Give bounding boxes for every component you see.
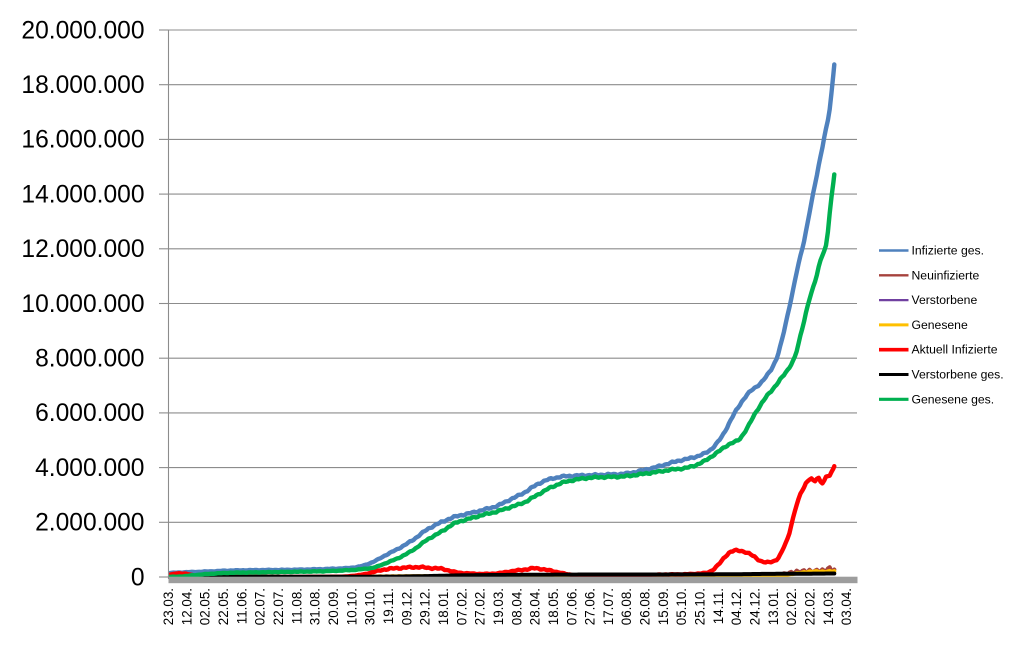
svg-text:Neuinfizierte: Neuinfizierte: [912, 268, 980, 282]
svg-text:13.01.: 13.01.: [766, 588, 781, 625]
svg-text:6.000.000: 6.000.000: [35, 400, 144, 427]
svg-text:02.05.: 02.05.: [198, 588, 213, 625]
svg-text:26.08.: 26.08.: [638, 588, 653, 625]
svg-text:0: 0: [131, 564, 145, 591]
svg-text:07.02.: 07.02.: [454, 588, 469, 625]
svg-text:14.03.: 14.03.: [821, 588, 836, 625]
svg-text:14.000.000: 14.000.000: [21, 181, 144, 208]
svg-text:23.03.: 23.03.: [161, 588, 176, 625]
svg-text:Verstorbene: Verstorbene: [912, 293, 978, 307]
svg-text:11.06.: 11.06.: [234, 588, 249, 624]
svg-text:28.04.: 28.04.: [528, 588, 543, 625]
svg-text:07.06.: 07.06.: [564, 588, 579, 625]
svg-text:2.000.000: 2.000.000: [35, 510, 144, 537]
svg-text:Genesene ges.: Genesene ges.: [912, 392, 995, 406]
svg-text:02.07.: 02.07.: [253, 588, 268, 625]
svg-text:Verstorbene ges.: Verstorbene ges.: [912, 368, 1004, 382]
svg-text:19.11.: 19.11.: [381, 588, 396, 624]
svg-text:Infizierte ges.: Infizierte ges.: [912, 244, 984, 258]
svg-text:20.09.: 20.09.: [326, 588, 341, 625]
svg-text:03.04.: 03.04.: [839, 588, 854, 625]
svg-text:17.07.: 17.07.: [601, 588, 616, 625]
svg-text:14.11.: 14.11.: [711, 588, 726, 624]
svg-text:08.04.: 08.04.: [509, 588, 524, 625]
svg-text:27.02.: 27.02.: [473, 588, 488, 625]
svg-text:02.02.: 02.02.: [784, 588, 799, 625]
svg-text:30.10.: 30.10.: [363, 588, 378, 625]
svg-text:24.12.: 24.12.: [748, 588, 763, 625]
svg-text:12.04.: 12.04.: [179, 588, 194, 625]
svg-text:15.09.: 15.09.: [656, 588, 671, 625]
svg-text:31.08.: 31.08.: [308, 588, 323, 625]
svg-text:29.12.: 29.12.: [418, 588, 433, 625]
svg-text:25.10.: 25.10.: [693, 588, 708, 625]
svg-text:10.10.: 10.10.: [344, 588, 359, 625]
svg-text:4.000.000: 4.000.000: [35, 455, 144, 482]
svg-text:05.10.: 05.10.: [674, 588, 689, 625]
svg-text:06.08.: 06.08.: [619, 588, 634, 625]
svg-text:22.05.: 22.05.: [216, 588, 231, 625]
svg-text:Aktuell Infizierte: Aktuell Infizierte: [912, 343, 998, 357]
svg-text:09.12.: 09.12.: [399, 588, 414, 625]
svg-text:20.000.000: 20.000.000: [21, 17, 144, 44]
svg-text:16.000.000: 16.000.000: [21, 127, 144, 154]
svg-text:11.08.: 11.08.: [289, 588, 304, 624]
svg-text:22.07.: 22.07.: [271, 588, 286, 625]
svg-text:19.03.: 19.03.: [491, 588, 506, 625]
svg-text:18.05.: 18.05.: [546, 588, 561, 625]
svg-text:Genesene: Genesene: [912, 318, 968, 332]
svg-text:12.000.000: 12.000.000: [21, 236, 144, 263]
svg-text:18.000.000: 18.000.000: [21, 72, 144, 99]
svg-text:22.02.: 22.02.: [803, 588, 818, 625]
svg-text:04.12.: 04.12.: [729, 588, 744, 625]
svg-text:18.01.: 18.01.: [436, 588, 451, 625]
svg-text:8.000.000: 8.000.000: [35, 346, 144, 373]
svg-text:27.06.: 27.06.: [583, 588, 598, 625]
svg-text:10.000.000: 10.000.000: [21, 291, 144, 318]
